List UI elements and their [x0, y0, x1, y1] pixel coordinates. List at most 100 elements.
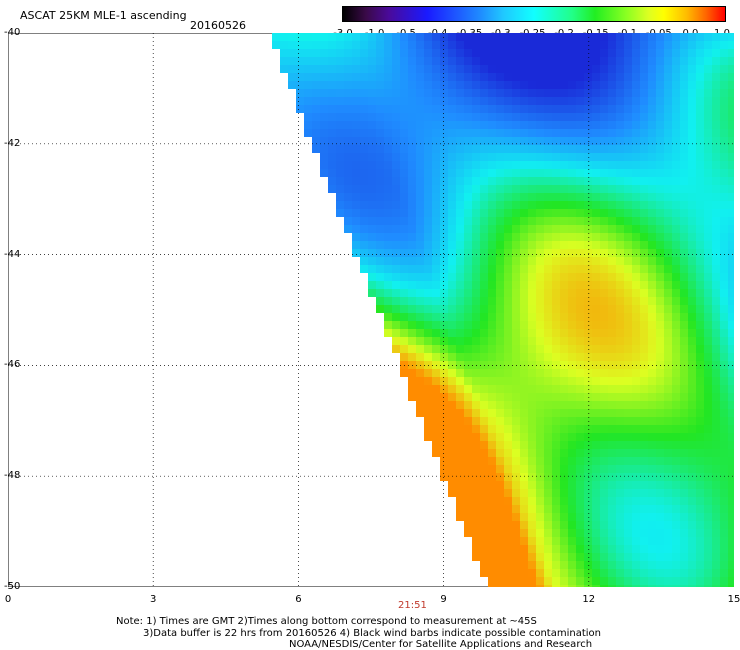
- swath-cell: [640, 505, 648, 513]
- swath-cell: [640, 529, 648, 537]
- swath-cell: [544, 529, 552, 537]
- swath-cell: [608, 233, 616, 241]
- swath-cell: [344, 129, 352, 137]
- swath-cell: [528, 137, 536, 145]
- swath-cell: [496, 153, 504, 161]
- swath-cell: [392, 201, 400, 209]
- swath-cell: [352, 49, 360, 57]
- swath-cell: [704, 337, 712, 345]
- swath-cell: [520, 465, 528, 473]
- swath-cell: [464, 161, 472, 169]
- swath-cell: [384, 161, 392, 169]
- swath-cell: [664, 137, 672, 145]
- swath-cell: [664, 353, 672, 361]
- swath-cell: [432, 209, 440, 217]
- swath-cell: [328, 81, 336, 89]
- swath-cell: [680, 433, 688, 441]
- swath-cell: [656, 353, 664, 361]
- swath-cell: [528, 161, 536, 169]
- swath-cell: [632, 457, 640, 465]
- swath-cell: [656, 225, 664, 233]
- swath-cell: [344, 201, 352, 209]
- swath-cell: [360, 193, 368, 201]
- swath-cell: [680, 489, 688, 497]
- swath-cell: [712, 425, 720, 433]
- swath-cell: [496, 273, 504, 281]
- swath-cell: [488, 393, 496, 401]
- swath-cell: [584, 33, 592, 41]
- swath-cell: [608, 121, 616, 129]
- swath-cell: [712, 361, 720, 369]
- swath-cell: [504, 81, 512, 89]
- swath-cell: [640, 385, 648, 393]
- swath-cell: [672, 361, 680, 369]
- swath-cell: [600, 137, 608, 145]
- swath-cell: [400, 153, 408, 161]
- swath-cell: [520, 513, 528, 521]
- swath-cell: [464, 385, 472, 393]
- swath-cell: [432, 113, 440, 121]
- swath-cell: [656, 241, 664, 249]
- swath-cell: [672, 377, 680, 385]
- swath-cell: [632, 353, 640, 361]
- swath-cell: [632, 241, 640, 249]
- swath-cell: [536, 57, 544, 65]
- swath-cell: [416, 369, 424, 377]
- swath-cell: [584, 249, 592, 257]
- swath-cell: [416, 81, 424, 89]
- swath-cell: [720, 345, 728, 353]
- swath-cell: [440, 361, 448, 369]
- swath-cell: [568, 225, 576, 233]
- swath-cell: [504, 505, 512, 513]
- swath-cell: [528, 57, 536, 65]
- swath-cell: [696, 425, 704, 433]
- swath-cell: [568, 129, 576, 137]
- swath-cell: [512, 249, 520, 257]
- swath-cell: [392, 169, 400, 177]
- swath-cell: [504, 41, 512, 49]
- swath-cell: [656, 537, 664, 545]
- swath-cell: [480, 225, 488, 233]
- swath-cell: [352, 177, 360, 185]
- swath-cell: [704, 393, 712, 401]
- swath-cell: [616, 377, 624, 385]
- swath-cell: [688, 529, 696, 537]
- swath-cell: [432, 233, 440, 241]
- swath-cell: [528, 33, 536, 41]
- swath-cell: [648, 305, 656, 313]
- swath-cell: [704, 377, 712, 385]
- swath-cell: [456, 217, 464, 225]
- swath-cell: [488, 305, 496, 313]
- swath-cell: [632, 577, 640, 585]
- swath-cell: [440, 353, 448, 361]
- swath-cell: [656, 473, 664, 481]
- swath-cell: [632, 137, 640, 145]
- swath-cell: [704, 465, 712, 473]
- swath-cell: [568, 273, 576, 281]
- swath-cell: [368, 169, 376, 177]
- swath-cell: [480, 329, 488, 337]
- swath-cell: [544, 33, 552, 41]
- swath-cell: [688, 377, 696, 385]
- swath-cell: [624, 289, 632, 297]
- swath-cell: [568, 513, 576, 521]
- swath-cell: [680, 553, 688, 561]
- swath-cell: [344, 97, 352, 105]
- swath-cell: [504, 577, 512, 585]
- swath-cell: [448, 273, 456, 281]
- swath-cell: [512, 273, 520, 281]
- swath-cell: [440, 201, 448, 209]
- swath-cell: [456, 145, 464, 153]
- swath-cell: [584, 97, 592, 105]
- swath-cell: [584, 73, 592, 81]
- swath-cell: [544, 489, 552, 497]
- swath-cell: [456, 329, 464, 337]
- swath-cell: [416, 217, 424, 225]
- swath-cell: [512, 409, 520, 417]
- swath-cell: [672, 265, 680, 273]
- swath-cell: [600, 505, 608, 513]
- swath-cell: [544, 481, 552, 489]
- swath-cell: [512, 377, 520, 385]
- swath-cell: [536, 521, 544, 529]
- swath-cell: [320, 105, 328, 113]
